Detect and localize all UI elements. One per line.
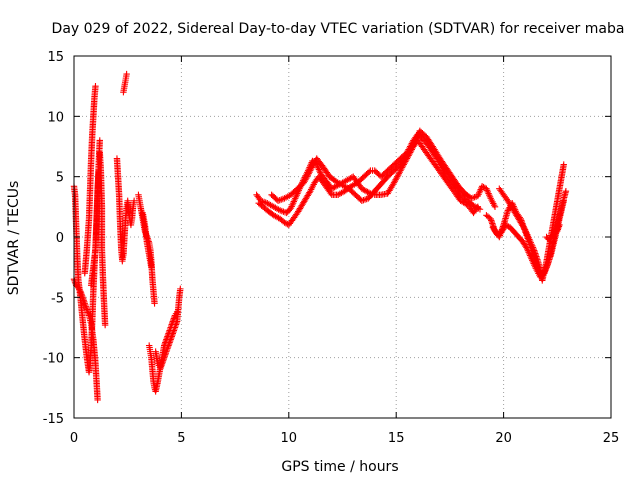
y-axis-label: SDTVAR / TECUs <box>6 181 22 296</box>
x-axis-label: GPS time / hours <box>281 459 398 475</box>
data-point <box>521 225 528 232</box>
y-tick-label: -5 <box>51 291 64 306</box>
x-tick-label: 25 <box>603 431 620 446</box>
data-point <box>560 161 567 168</box>
data-point <box>101 321 109 329</box>
y-tick-label: 5 <box>56 171 64 186</box>
data-point <box>491 203 499 211</box>
data-point <box>177 285 184 293</box>
data-point <box>95 167 102 174</box>
y-tick-label: 0 <box>56 231 64 246</box>
data-marks <box>70 70 570 404</box>
data-point <box>148 263 155 271</box>
data-point <box>92 82 99 90</box>
chart-title: Day 029 of 2022, Sidereal Day-to-day VTE… <box>52 21 625 37</box>
data-point <box>130 197 138 204</box>
y-tick-label: 10 <box>47 110 64 125</box>
y-tick-label: -10 <box>43 352 64 367</box>
x-tick-label: 5 <box>177 431 185 446</box>
data-point <box>548 232 556 239</box>
data-point <box>94 396 101 404</box>
data-point <box>151 300 158 307</box>
y-tick-label: -15 <box>43 412 64 427</box>
data-point <box>327 190 334 197</box>
axis-ticks: 0 5 10 15 20 25 -15 -10 -5 0 5 10 15 <box>43 50 620 446</box>
x-tick-label: 15 <box>388 431 405 446</box>
data-point <box>123 70 130 78</box>
data-point <box>476 206 484 213</box>
grid <box>74 56 611 418</box>
x-tick-label: 10 <box>281 431 298 446</box>
data-point <box>523 244 530 251</box>
data-point <box>96 137 103 144</box>
data-point <box>365 168 373 176</box>
data-point <box>471 193 478 201</box>
x-tick-label: 20 <box>495 431 512 446</box>
data-point <box>562 187 570 195</box>
data-point <box>556 221 563 229</box>
data-point <box>173 308 181 316</box>
x-tick-label: 0 <box>70 431 78 446</box>
y-tick-label: 15 <box>47 50 64 65</box>
